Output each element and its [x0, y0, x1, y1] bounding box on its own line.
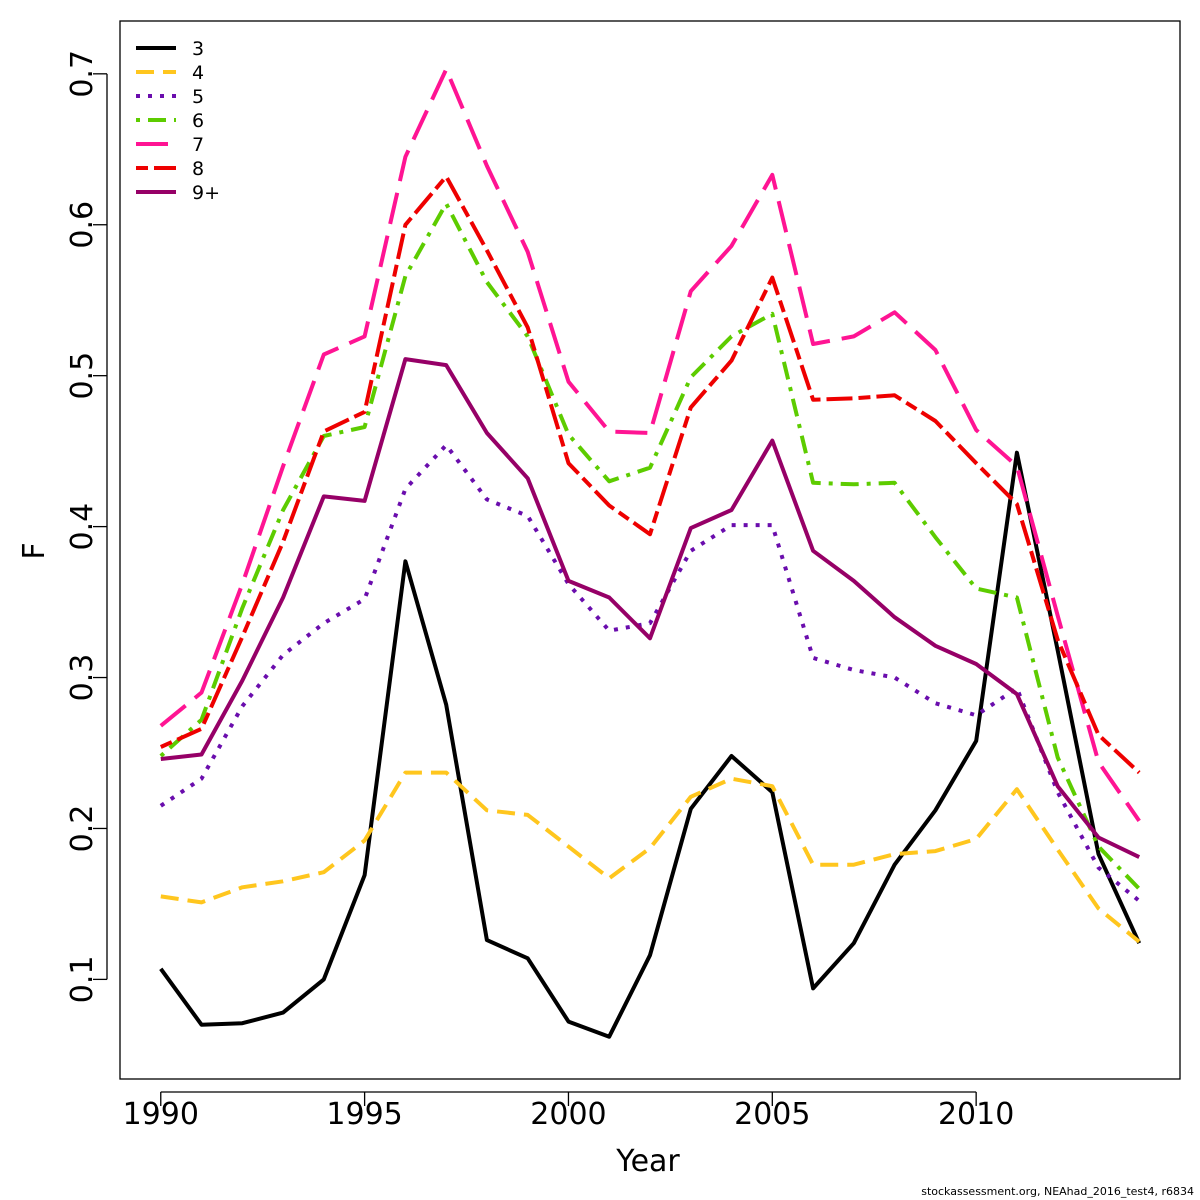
legend-item: 7	[136, 134, 204, 156]
series-layer	[159, 67, 1142, 1039]
x-tick-label: 2000	[530, 1097, 606, 1132]
legend-label: 9+	[192, 182, 220, 204]
legend-label: 3	[192, 38, 204, 60]
x-tick-label: 2010	[938, 1097, 1014, 1132]
series-3	[159, 450, 1142, 1039]
series-line	[159, 201, 1141, 891]
legend-label: 4	[192, 62, 204, 84]
legend-label: 7	[192, 134, 204, 156]
legend-label: 5	[192, 86, 204, 108]
legend-item: 6	[136, 110, 204, 132]
y-tick-label: 0.2	[65, 805, 100, 853]
x-tick-label: 1990	[123, 1097, 199, 1132]
legend-label: 6	[192, 110, 204, 132]
legend-item: 4	[136, 62, 204, 84]
series-line	[159, 67, 1141, 823]
legend-item: 9+	[136, 182, 220, 204]
series-8	[159, 174, 1141, 775]
series-5	[159, 443, 1141, 903]
series-6	[159, 201, 1141, 891]
y-tick-label: 0.5	[65, 352, 100, 400]
y-axis: 0.1 0.2 0.3 0.4 0.5 0.6 0.7	[65, 50, 108, 1004]
series-4	[160, 770, 1141, 944]
series-line	[159, 443, 1141, 903]
series-line	[159, 450, 1142, 1039]
legend-label: 8	[192, 158, 204, 180]
series-line	[160, 357, 1141, 859]
x-tick-label: 1995	[326, 1097, 402, 1132]
plot-frame	[119, 20, 1181, 1080]
x-axis-title: Year	[615, 1144, 680, 1179]
y-tick-label: 0.6	[65, 201, 100, 249]
legend-item: 5	[136, 86, 204, 108]
legend-item: 3	[136, 38, 204, 60]
legend-item: 8	[136, 158, 204, 180]
y-axis-title: F	[17, 542, 52, 559]
y-tick-label: 0.7	[65, 50, 100, 98]
y-tick-label: 0.3	[65, 654, 100, 702]
series-7	[159, 67, 1141, 823]
series-9plus	[160, 357, 1141, 859]
x-axis: 1990 1995 2000 2005 2010	[123, 1091, 1014, 1132]
y-tick-label: 0.4	[65, 503, 100, 551]
series-line	[159, 174, 1141, 775]
y-tick-label: 0.1	[65, 956, 100, 1004]
series-line	[160, 770, 1141, 944]
footnote: stockassessment.org, NEAhad_2016_test4, …	[921, 1185, 1194, 1198]
x-tick-label: 2005	[734, 1097, 810, 1132]
